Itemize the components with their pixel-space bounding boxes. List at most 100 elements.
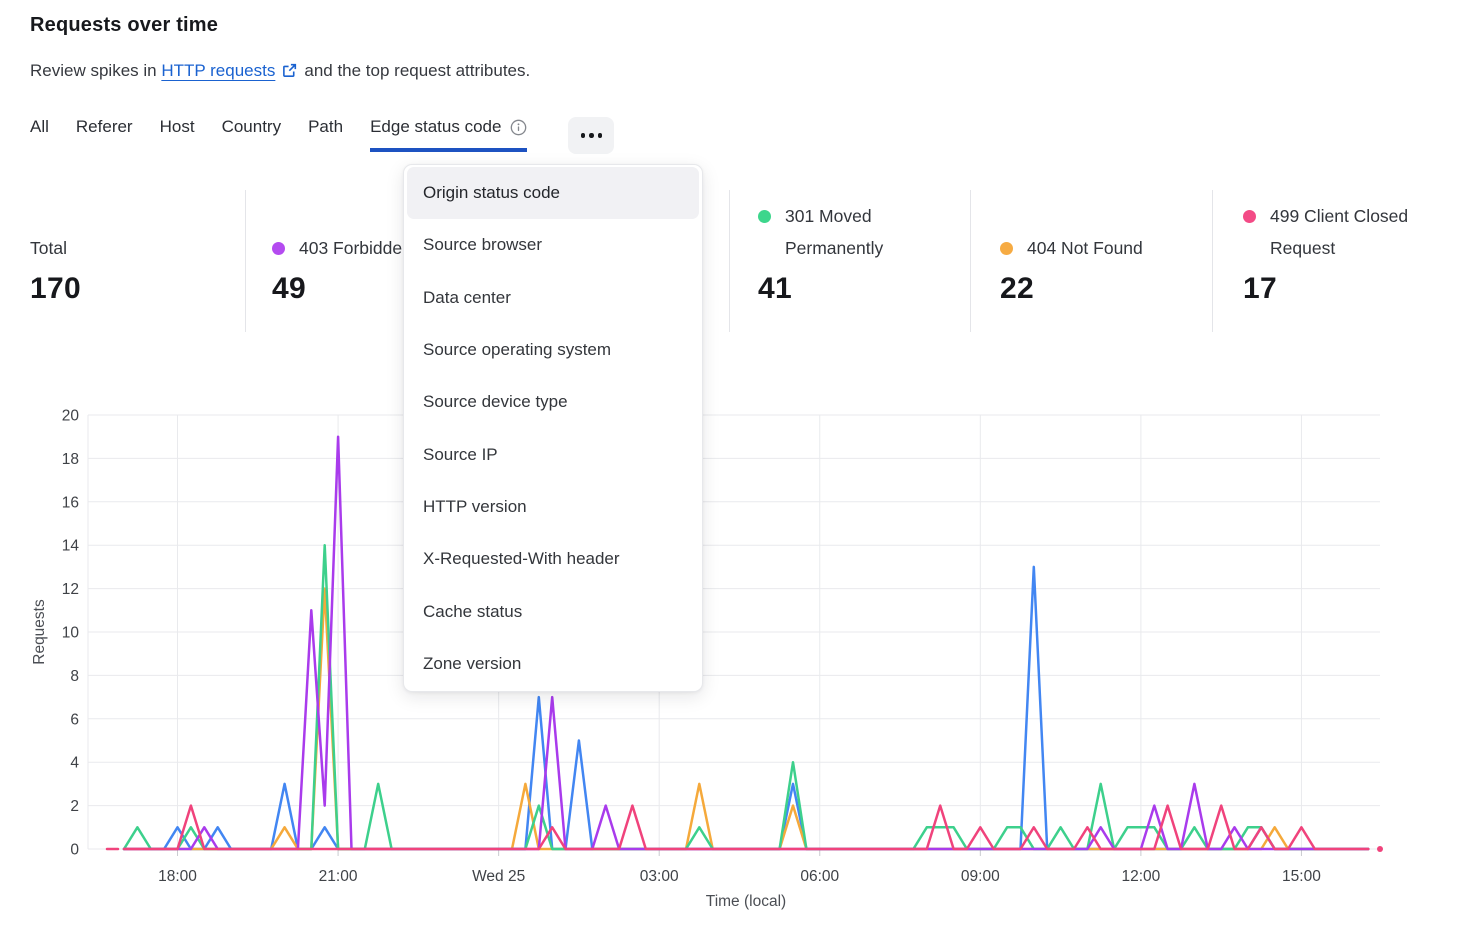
tab-edge-status-code[interactable]: Edge status code <box>370 117 528 152</box>
stat-label: 403 Forbidden <box>299 238 412 258</box>
stat-label: Total <box>30 238 67 258</box>
menu-item-source-device-type[interactable]: Source device type <box>404 376 702 428</box>
tab-referer[interactable]: Referer <box>76 117 133 152</box>
subtitle-suffix: and the top request attributes. <box>304 61 531 80</box>
tab-path[interactable]: Path <box>308 117 343 152</box>
tab-label: Host <box>159 117 195 136</box>
stat-divider <box>970 190 971 332</box>
svg-text:6: 6 <box>70 711 79 728</box>
stat-label: 499 Client Closed Request <box>1270 206 1409 258</box>
stat-value: 22 <box>1000 272 1034 305</box>
http-requests-link[interactable]: HTTP requests <box>161 61 276 80</box>
stat-value: 170 <box>30 272 81 305</box>
series-301-moved-permanently <box>122 543 1370 851</box>
legend-dot-icon <box>1000 242 1013 255</box>
tab-label: Path <box>308 117 344 136</box>
menu-item-origin-status-code[interactable]: Origin status code <box>407 167 699 220</box>
stat-column-total: Total 170 <box>30 200 250 306</box>
page-subtitle: Review spikes in HTTP requests and the to… <box>30 61 530 83</box>
more-tabs-button[interactable] <box>568 117 615 154</box>
attribute-dropdown-menu: Origin status code Source browser Data cen… <box>403 164 703 692</box>
svg-text:12:00: 12:00 <box>1121 868 1160 885</box>
menu-item-source-browser[interactable]: Source browser <box>404 219 702 271</box>
info-icon[interactable] <box>510 119 527 136</box>
svg-text:18: 18 <box>62 451 79 468</box>
page-title: Requests over time <box>30 14 219 36</box>
svg-text:4: 4 <box>70 755 79 772</box>
stat-value: 17 <box>1243 272 1277 305</box>
x-axis-tick-labels: 18:00 21:00 Wed 25 03:00 06:00 09:00 12:00 15:0… <box>158 868 1321 885</box>
menu-item-label: Source browser <box>423 235 543 255</box>
menu-item-label: Source operating system <box>423 340 612 360</box>
subtitle-prefix: Review spikes in <box>30 61 157 80</box>
menu-item-label: Cache status <box>423 601 523 621</box>
menu-item-label: Source IP <box>423 444 498 464</box>
series-403-forbidden <box>122 435 1370 851</box>
stat-value: 41 <box>758 272 792 305</box>
svg-text:2: 2 <box>70 798 79 815</box>
tab-label: Referer <box>75 117 133 136</box>
menu-item-source-operating-system[interactable]: Source operating system <box>404 324 702 376</box>
svg-text:03:00: 03:00 <box>640 868 679 885</box>
series-end-dot <box>1377 846 1383 852</box>
svg-text:16: 16 <box>62 494 79 511</box>
tab-label: Country <box>221 117 282 136</box>
menu-item-http-version[interactable]: HTTP version <box>404 481 702 533</box>
tab-label: Edge status code <box>370 117 502 136</box>
svg-text:Wed 25: Wed 25 <box>472 868 525 885</box>
menu-item-label: HTTP version <box>423 496 527 516</box>
page-header: Requests over time <box>30 14 218 37</box>
menu-item-data-center[interactable]: Data center <box>404 272 702 324</box>
legend-dot-icon <box>758 210 771 223</box>
menu-item-label: Origin status code <box>423 183 561 203</box>
stat-column-301-moved-permanently: 301 Moved Permanently 41 <box>758 200 938 306</box>
tab-host[interactable]: Host <box>160 117 195 152</box>
y-axis-tick-labels: 0 2 4 6 8 10 12 14 16 18 20 <box>62 408 80 859</box>
svg-text:8: 8 <box>70 668 79 685</box>
tab-all[interactable]: All <box>30 117 49 152</box>
stat-label: 301 Moved Permanently <box>785 206 884 258</box>
legend-dot-icon <box>272 242 285 255</box>
menu-item-source-ip[interactable]: Source IP <box>404 428 702 480</box>
stat-column-499-client-closed-request: 499 Client Closed Request 17 <box>1243 200 1433 306</box>
series-hidden-series-legend-covered-by-open-menu <box>122 565 1370 851</box>
stat-divider <box>729 190 730 332</box>
svg-text:06:00: 06:00 <box>800 868 839 885</box>
svg-text:18:00: 18:00 <box>158 868 197 885</box>
external-link-icon <box>282 63 297 83</box>
svg-text:0: 0 <box>70 842 79 859</box>
menu-item-x-requested-with-header[interactable]: X-Requested-With header <box>404 533 702 585</box>
y-axis-label: Requests <box>31 599 48 665</box>
x-axis-label: Time (local) <box>706 893 786 910</box>
svg-text:09:00: 09:00 <box>961 868 1000 885</box>
svg-text:12: 12 <box>62 581 79 598</box>
dot-icon <box>580 133 586 138</box>
stat-column-404-not-found: 404 Not Found 22 <box>1000 200 1235 306</box>
svg-text:15:00: 15:00 <box>1282 868 1321 885</box>
gridlines <box>87 414 1380 850</box>
stat-divider <box>1212 190 1213 332</box>
svg-text:21:00: 21:00 <box>319 868 358 885</box>
dot-icon <box>589 133 594 138</box>
tab-label: All <box>30 117 49 136</box>
svg-text:20: 20 <box>62 408 80 425</box>
menu-item-label: Zone version <box>423 653 522 673</box>
svg-text:10: 10 <box>62 625 80 642</box>
menu-item-cache-status[interactable]: Cache status <box>404 585 702 637</box>
legend-dot-icon <box>1243 210 1256 223</box>
stat-label: 404 Not Found <box>1027 238 1143 258</box>
x-axis-tick-marks <box>177 850 1302 856</box>
requests-chart: 0 2 4 6 8 10 12 14 16 18 20 18:00 21:00 Wed 25 03:00 06… <box>31 408 1383 910</box>
series-499-client-closed-request <box>122 804 1370 851</box>
tab-country[interactable]: Country <box>222 117 282 152</box>
stat-value: 49 <box>272 272 306 305</box>
stat-divider <box>245 190 246 332</box>
menu-item-label: X-Requested-With header <box>423 549 620 569</box>
menu-item-zone-version[interactable]: Zone version <box>404 638 702 690</box>
menu-item-label: Data center <box>423 287 511 307</box>
tabs-bar: All Referer Host Country Path Edge status cod… <box>30 117 615 154</box>
stat-column-403-forbidden: 403 Forbidden 49 <box>272 200 562 306</box>
dot-icon <box>597 133 603 138</box>
menu-item-label: Source device type <box>423 392 568 412</box>
